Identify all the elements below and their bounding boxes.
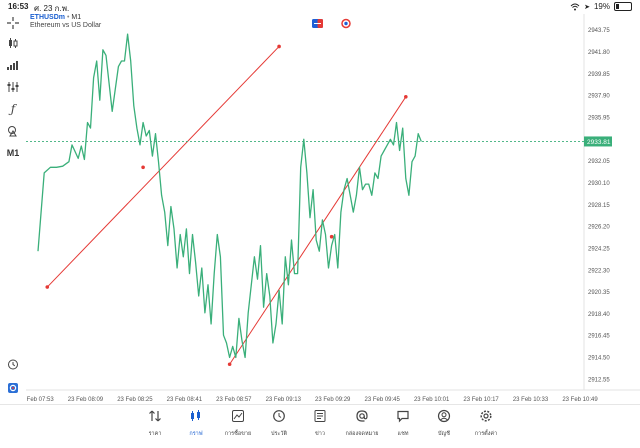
nav-quotes[interactable]: ราคา xyxy=(133,409,177,438)
function-icon[interactable]: ƒ xyxy=(10,102,16,116)
trend-line-anchor[interactable] xyxy=(45,285,50,289)
alarm-clock-icon[interactable] xyxy=(4,355,22,373)
time-tick-label: 23 Feb 08:25 xyxy=(117,397,153,403)
nav-label: ราคา xyxy=(148,431,162,437)
trend-line-anchor[interactable] xyxy=(404,95,408,99)
price-tick-label: 2912.55 xyxy=(588,377,610,383)
nav-trade[interactable]: การซื้อขาย xyxy=(216,409,260,438)
nav-news[interactable]: ข่าว xyxy=(298,409,342,438)
header-separator: • xyxy=(65,14,72,21)
chart-icon xyxy=(189,410,203,427)
wifi-icon xyxy=(570,3,580,10)
time-tick-label: 23 Feb 08:09 xyxy=(68,397,104,403)
price-tick-label: 2930.10 xyxy=(588,181,610,187)
price-tick-label: 2932.05 xyxy=(588,159,610,165)
accounts-icon xyxy=(437,409,451,427)
nav-label: กราฟ xyxy=(189,431,203,437)
symbol-name[interactable]: ETHUSDm xyxy=(30,14,66,21)
price-series xyxy=(37,33,422,359)
time-tick-label: 23 Feb 09:29 xyxy=(315,397,351,403)
nav-chart[interactable]: กราฟ xyxy=(174,409,218,438)
time-tick-label: 23 Feb 08:41 xyxy=(167,397,203,403)
trend-line[interactable] xyxy=(229,96,407,365)
status-date: ศ. 23 ก.พ. xyxy=(34,4,70,13)
history-icon xyxy=(272,410,286,427)
candlestick-type-icon[interactable] xyxy=(4,34,22,52)
nav-settings[interactable]: การตั้งค่า xyxy=(464,409,508,438)
time-tick-label: 23 Feb 10:33 xyxy=(513,397,549,403)
trade-buy-sell-icon[interactable] xyxy=(312,19,323,28)
nav-label: กล่องจดหมาย xyxy=(345,431,379,437)
price-tick-label: 2935.95 xyxy=(588,116,610,122)
price-tick-label: 2939.85 xyxy=(588,72,610,78)
price-tick-label: 2916.45 xyxy=(588,334,610,340)
nav-mailbox[interactable]: กล่องจดหมาย xyxy=(340,409,384,438)
nav-label: การซื้อขาย xyxy=(224,431,252,437)
price-chart[interactable]: 2943.752941.802939.852937.902935.952934.… xyxy=(26,14,640,404)
nav-accounts[interactable]: บัญชี xyxy=(422,409,466,438)
trade-panel-icon[interactable] xyxy=(4,379,22,397)
price-tick-label: 2914.50 xyxy=(588,356,610,362)
crosshair-icon[interactable] xyxy=(4,14,22,32)
mailbox-icon xyxy=(355,410,369,427)
time-tick-label: 23 Feb 10:49 xyxy=(562,397,598,403)
chat-icon xyxy=(396,410,410,427)
news-icon xyxy=(313,410,327,427)
status-right: ➤ 19% xyxy=(570,2,632,11)
price-axis: 2943.752941.802939.852937.902935.952934.… xyxy=(588,28,610,383)
battery-percent: 19% xyxy=(593,2,610,11)
time-tick-label: 23 Feb 07:53 xyxy=(26,397,54,403)
time-tick-label: 23 Feb 10:01 xyxy=(414,397,450,403)
settings-icon xyxy=(479,410,493,427)
time-tick-label: 23 Feb 08:57 xyxy=(216,397,252,403)
time-tick-label: 23 Feb 09:45 xyxy=(364,397,400,403)
header-timeframe: M1 xyxy=(71,14,82,21)
nav-label: ประวัติ xyxy=(270,431,288,437)
last-price-label: 2933.81 xyxy=(587,139,611,146)
left-toolbar: ƒ M1 xyxy=(0,14,26,404)
time-tick-label: 23 Feb 10:17 xyxy=(463,397,499,403)
bottom-navigation: ราคา กราฟ การซื้อขาย ประวัติ ข่าว กล่องจดหมาย… xyxy=(0,404,640,448)
trend-line-anchor[interactable] xyxy=(277,44,281,49)
nav-history[interactable]: ประวัติ xyxy=(257,409,301,438)
indicators-icon[interactable] xyxy=(4,78,22,96)
trend-lines[interactable] xyxy=(45,44,408,367)
trend-line[interactable] xyxy=(46,46,280,288)
status-time: 16:53 xyxy=(8,2,29,11)
symbol-description: Ethereum vs US Dollar xyxy=(30,22,102,29)
objects-icon[interactable] xyxy=(4,122,22,140)
last-price-tag xyxy=(584,136,612,147)
status-bar: 16:53 ศ. 23 ก.พ. ➤ 19% xyxy=(0,0,640,14)
location-icon: ➤ xyxy=(584,3,590,11)
quotes-icon xyxy=(148,410,162,427)
chart-header: ETHUSDm • M1 Ethereum vs US Dollar xyxy=(30,14,101,29)
nav-label: แชท xyxy=(397,431,409,437)
price-tick-label: 2928.15 xyxy=(588,203,610,209)
price-tick-label: 2922.30 xyxy=(588,268,610,274)
nav-label: ข่าว xyxy=(315,431,325,437)
trend-line-anchor[interactable] xyxy=(227,362,232,367)
one-click-trading-icon[interactable] xyxy=(341,18,351,29)
bar-chart-icon[interactable] xyxy=(4,56,22,74)
time-axis: 23 Feb 07:53 23 Feb 08:09 23 Feb 08:25 23 F… xyxy=(26,397,598,403)
nav-label: บัญชี xyxy=(438,431,450,437)
nav-label: การตั้งค่า xyxy=(474,431,498,437)
last-price-marker: 2933.81 xyxy=(26,136,612,147)
price-tick-label: 2926.20 xyxy=(588,225,610,231)
price-line xyxy=(37,33,422,359)
price-tick-label: 2943.75 xyxy=(588,28,610,34)
price-tick-label: 2941.80 xyxy=(588,50,610,56)
price-tick-label: 2918.40 xyxy=(588,312,610,318)
price-tick-label: 2924.25 xyxy=(588,246,610,252)
time-tick-label: 23 Feb 09:13 xyxy=(266,397,302,403)
battery-icon xyxy=(614,2,632,11)
trend-line-anchor[interactable] xyxy=(329,234,334,239)
nav-chat[interactable]: แชท xyxy=(381,409,425,438)
price-tick-label: 2937.90 xyxy=(588,94,610,100)
timeframe-button[interactable]: M1 xyxy=(6,148,20,158)
price-tick-label: 2920.35 xyxy=(588,290,610,296)
trade-icon xyxy=(231,410,245,427)
trend-line-anchor[interactable] xyxy=(141,165,145,170)
